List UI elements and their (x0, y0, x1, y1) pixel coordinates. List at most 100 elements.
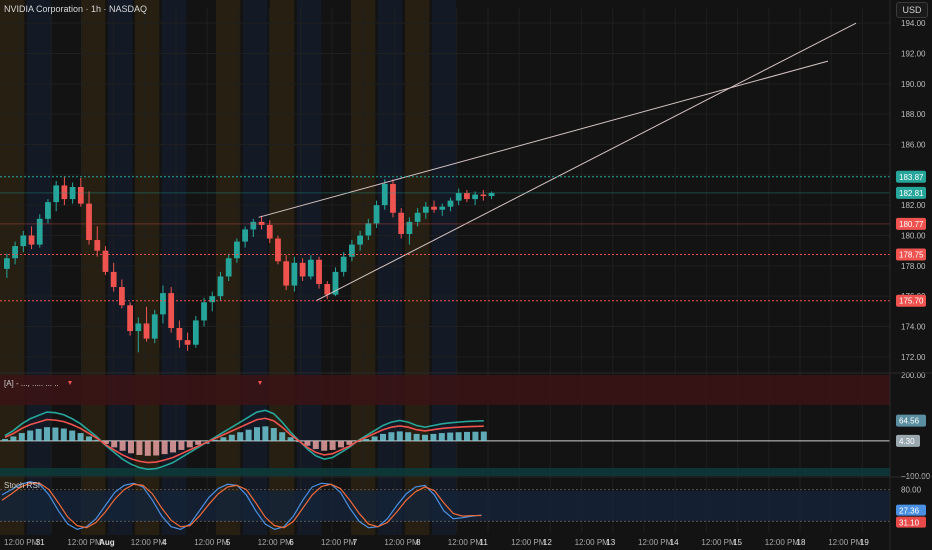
candle-body (20, 235, 27, 247)
macd-hist-bar (144, 440, 151, 456)
macd-hist-bar (119, 440, 126, 451)
macd-hist-bar (329, 440, 336, 450)
x-tick-label: 11 (480, 538, 489, 547)
trendlines (258, 22, 857, 302)
x-tick-label: Aug (99, 538, 115, 547)
stoch-d-tag (896, 516, 926, 528)
candle-body (299, 262, 306, 277)
candle-body (4, 258, 10, 269)
sell-arrow-icon (258, 381, 262, 385)
macd-hist-bar (262, 426, 269, 441)
candle-body (431, 206, 437, 210)
x-tick-label: 12:00 PM (384, 538, 419, 547)
macd-hist-bar (161, 440, 168, 455)
candle-body (110, 271, 117, 288)
y-tick-label: 180.00 (901, 232, 926, 241)
candle-body (28, 235, 35, 245)
wedge-lower-line (315, 22, 857, 302)
levels (0, 170, 926, 307)
x-tick-label: 13 (606, 538, 615, 547)
y-tick-label: 178.00 (901, 262, 926, 271)
macd-hist-bar (346, 440, 353, 445)
x-tick-label: 19 (860, 538, 869, 547)
candle-body (349, 244, 355, 257)
x-tick-label: 6 (289, 538, 294, 547)
macd-overbought-zone (0, 375, 890, 405)
session-band (108, 0, 133, 535)
macd-hist-bar (220, 437, 227, 441)
wedge-upper-line (258, 60, 829, 218)
candle-body (291, 262, 298, 286)
candle-body (242, 229, 248, 242)
macd-hist-bar (304, 440, 311, 446)
candle-body (36, 218, 43, 245)
x-tick-label: 12:00 PM (765, 538, 800, 547)
candle-body (209, 296, 216, 303)
macd-hist-bar (153, 440, 160, 456)
macd-hist-bar (10, 436, 17, 441)
x-tick-label: 12:00 PM (638, 538, 673, 547)
stoch-k-tag (896, 504, 926, 516)
macd-hist-bar (60, 428, 67, 441)
macd-value-tag (896, 414, 926, 427)
y-tick-label: 186.00 (901, 141, 926, 150)
x-tick-label: 12:00 PM (575, 538, 610, 547)
x-tick-label: 8 (416, 538, 421, 547)
stoch-k-tag-label: 27.36 (899, 507, 920, 516)
macd-hist-bar (371, 436, 378, 441)
stoch-rsi-label[interactable]: Stoch RSI (4, 481, 41, 490)
macd-hist-bar (228, 434, 235, 441)
y-tick-label: 174.00 (901, 323, 926, 332)
macd-hist-bar (77, 433, 84, 441)
candle-body (447, 200, 454, 207)
candle-body (45, 202, 51, 219)
macd-hist-bar (279, 432, 286, 441)
candle-body (143, 323, 150, 339)
price-tag (896, 170, 926, 183)
macd-zero-tag-label: 4.30 (899, 437, 915, 446)
macd-hist-bar (254, 427, 260, 441)
candle-body (316, 259, 322, 285)
y-tick-label: 194.00 (901, 19, 926, 28)
session-band (432, 0, 457, 535)
x-tick-label: 12:00 PM (828, 538, 863, 547)
macd-histogram (2, 426, 487, 456)
macd-hist-bar (464, 431, 470, 441)
candle-body (324, 284, 331, 295)
candle-body (488, 193, 495, 197)
candle-body (168, 293, 175, 329)
x-tick-label: 12 (543, 538, 552, 547)
price-tag-label: 180.77 (899, 220, 924, 229)
macd-oversold-zone (0, 468, 890, 476)
candle-body (472, 194, 479, 200)
macd-hist-bar (128, 440, 134, 454)
y-tick-label: 188.00 (901, 110, 926, 119)
macd-signal-line (4, 417, 484, 464)
macd-hist-bar (312, 440, 319, 450)
x-tick-label: 18 (797, 538, 806, 547)
candle-body (275, 238, 281, 262)
candle-body (332, 271, 339, 295)
candle-body (439, 206, 446, 210)
macd-hist-bar (44, 427, 50, 441)
price-tag (896, 248, 926, 261)
candle-body (390, 183, 396, 213)
macd-hist-bar (422, 434, 428, 441)
candle-body (12, 246, 18, 259)
x-tick-label: 12:00 PM (131, 538, 166, 547)
x-tick-label: 12:00 PM (701, 538, 736, 547)
candle-body (414, 212, 421, 222)
currency-button[interactable]: USD (896, 2, 928, 18)
macd-hist-bar (18, 433, 25, 441)
macd-hist-bar (102, 440, 109, 445)
candle-body (340, 256, 347, 272)
price-tag-label: 175.70 (899, 297, 924, 306)
candle-body (53, 185, 60, 203)
stoch-d-tag-label: 31.10 (899, 519, 920, 528)
stoch-y-tick: 80.00 (901, 486, 922, 495)
macd-indicator-label[interactable]: [A] - ..., ..... ... .. (4, 379, 59, 388)
candle-body (217, 276, 224, 297)
session-band (27, 0, 52, 535)
